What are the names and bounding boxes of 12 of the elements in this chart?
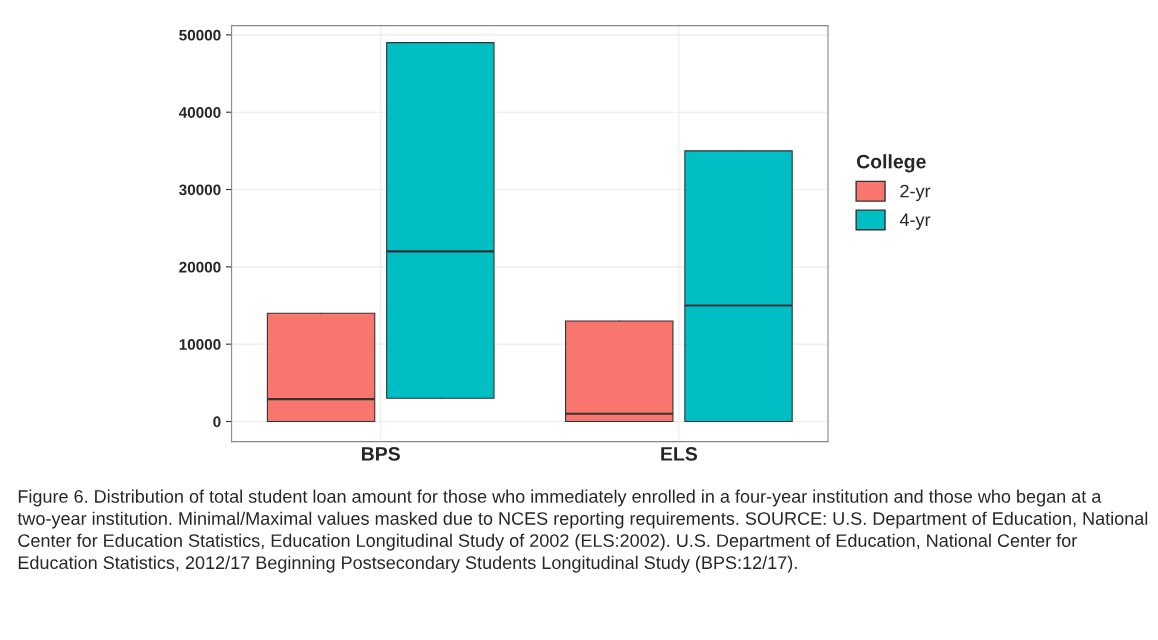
legend-title: College xyxy=(856,154,926,173)
x-tick-label: BPS xyxy=(362,446,400,461)
caption: Figure 6. Distribution of total student loan amount for those who immediately enrolled in a four-year institution and those who began at a two-year institution. Minimal/Maximal values masked due to NCES reporting requirements. SOURCE: U.S. Department of Education, National Center for Education Statistics, Education Longitudinal Study of 2002 (ELS:2002). U.S. Department of Education, National Center for Education Statistics, 2012/17 Beginning Postsecondary Students Longitudinal Study (BPS:12/17). xyxy=(17,489,1148,573)
y-tick-label: 30000 xyxy=(179,184,221,196)
legend-label: 2-yr xyxy=(900,184,931,202)
y-tick-label: 0 xyxy=(213,416,221,428)
y-tick-label: 20000 xyxy=(179,261,221,273)
y-tick-label: 50000 xyxy=(179,29,221,41)
x-tick-label: ELS xyxy=(661,446,698,461)
y-tick-label: 10000 xyxy=(179,339,221,350)
y-tick-label: 40000 xyxy=(178,107,221,118)
legend-label: 4-yr xyxy=(899,213,931,230)
